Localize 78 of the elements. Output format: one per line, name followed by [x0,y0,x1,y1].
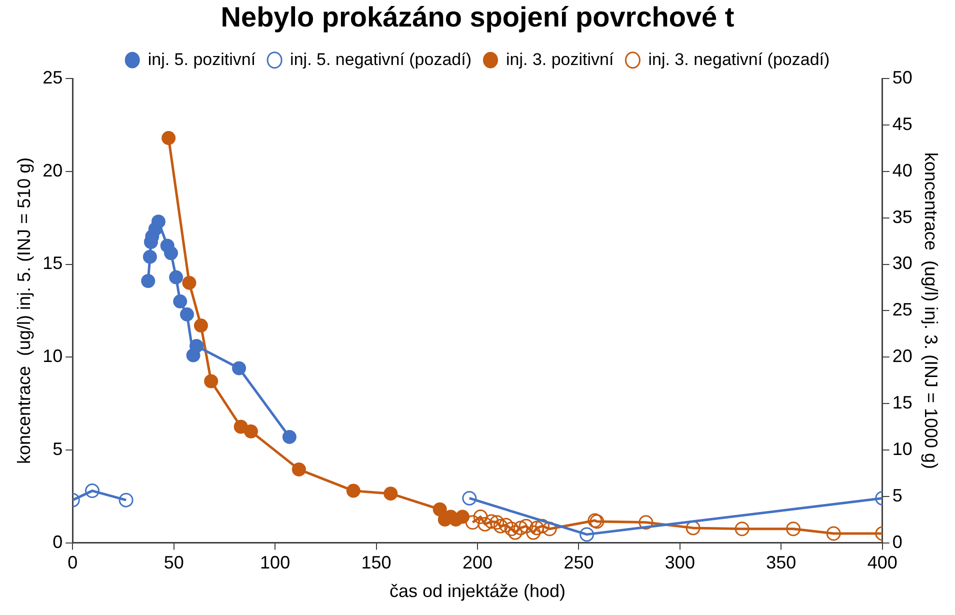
y2-tick-label: 10 [892,438,912,459]
point [462,490,477,506]
y2-tick-label: 40 [892,160,912,180]
y-axis-title: koncentrace (ug/l) inj. 5. (INJ = 510 g) [14,157,34,464]
y-tick-label: 5 [52,438,63,459]
point [535,518,550,534]
y2-tick-label: 25 [892,300,912,320]
point [542,522,557,536]
point [432,502,447,516]
point [465,515,480,530]
point [194,318,208,333]
y-tick-label: 25 [42,68,63,88]
point [513,520,528,536]
y2-tick-label: 5 [892,485,902,506]
y2-tick-label: 0 [892,532,902,552]
point [580,527,594,542]
y2-tick-label: 45 [892,114,912,134]
point [498,518,514,532]
legend-label: inj. 5. pozitivní [148,50,256,69]
y-tick-label: 10 [42,346,63,366]
x-tick-label: 0 [68,552,78,573]
point [456,510,470,524]
point [508,525,522,540]
point [232,361,246,376]
point [346,484,360,498]
point [686,520,700,536]
point [493,518,508,534]
y-tick-label: 20 [42,160,63,180]
point [473,510,488,524]
x-tick-label: 100 [260,552,290,573]
point [282,430,296,444]
point [173,294,188,308]
y2-axis-title: koncentrace (ug/l) inj. 3. (INJ = 1000 g) [921,152,942,470]
point [490,515,504,530]
point [141,274,156,288]
y-tick-label: 0 [52,532,63,552]
point [118,492,134,508]
legend-label: inj. 3. negativní (pozadí) [648,50,830,69]
y2-tick-label: 30 [892,253,912,274]
point [164,246,178,260]
x-tick-label: 350 [766,552,796,573]
point [484,514,499,529]
chart-title: Nebylo prokázáno spojení povrchové t [220,2,734,33]
legend-label: inj. 3. pozitivní [506,50,614,69]
point [530,520,544,536]
point [518,518,534,534]
point [204,374,218,388]
y2-tick-label: 15 [892,392,912,413]
y2-tick-label: 50 [892,68,912,88]
x-tick-label: 250 [564,552,594,573]
point [142,250,157,264]
legend-label: inj. 5. negativní (pozadí) [290,50,472,69]
point [638,515,654,530]
y2-tick-label: 20 [892,346,912,366]
point [826,526,841,541]
y-tick-label: 15 [42,253,63,274]
point [504,522,519,536]
point [292,462,306,476]
x-axis-title: čas od injektáže (hod) [389,581,566,602]
x-tick-label: 150 [361,552,392,573]
point [384,486,398,501]
point [182,276,196,290]
x-tick-label: 50 [164,552,184,573]
point [85,484,100,498]
point [169,270,184,284]
x-tick-label: 200 [462,552,493,573]
x-tick-label: 400 [867,552,898,573]
point [180,307,194,322]
point [162,131,176,146]
point [734,522,750,536]
point [190,338,204,353]
x-tick-label: 300 [664,552,695,573]
point [478,516,492,532]
point [786,522,801,536]
point [526,525,541,540]
point [244,424,258,438]
point [151,214,166,229]
y2-tick-label: 35 [892,206,912,227]
